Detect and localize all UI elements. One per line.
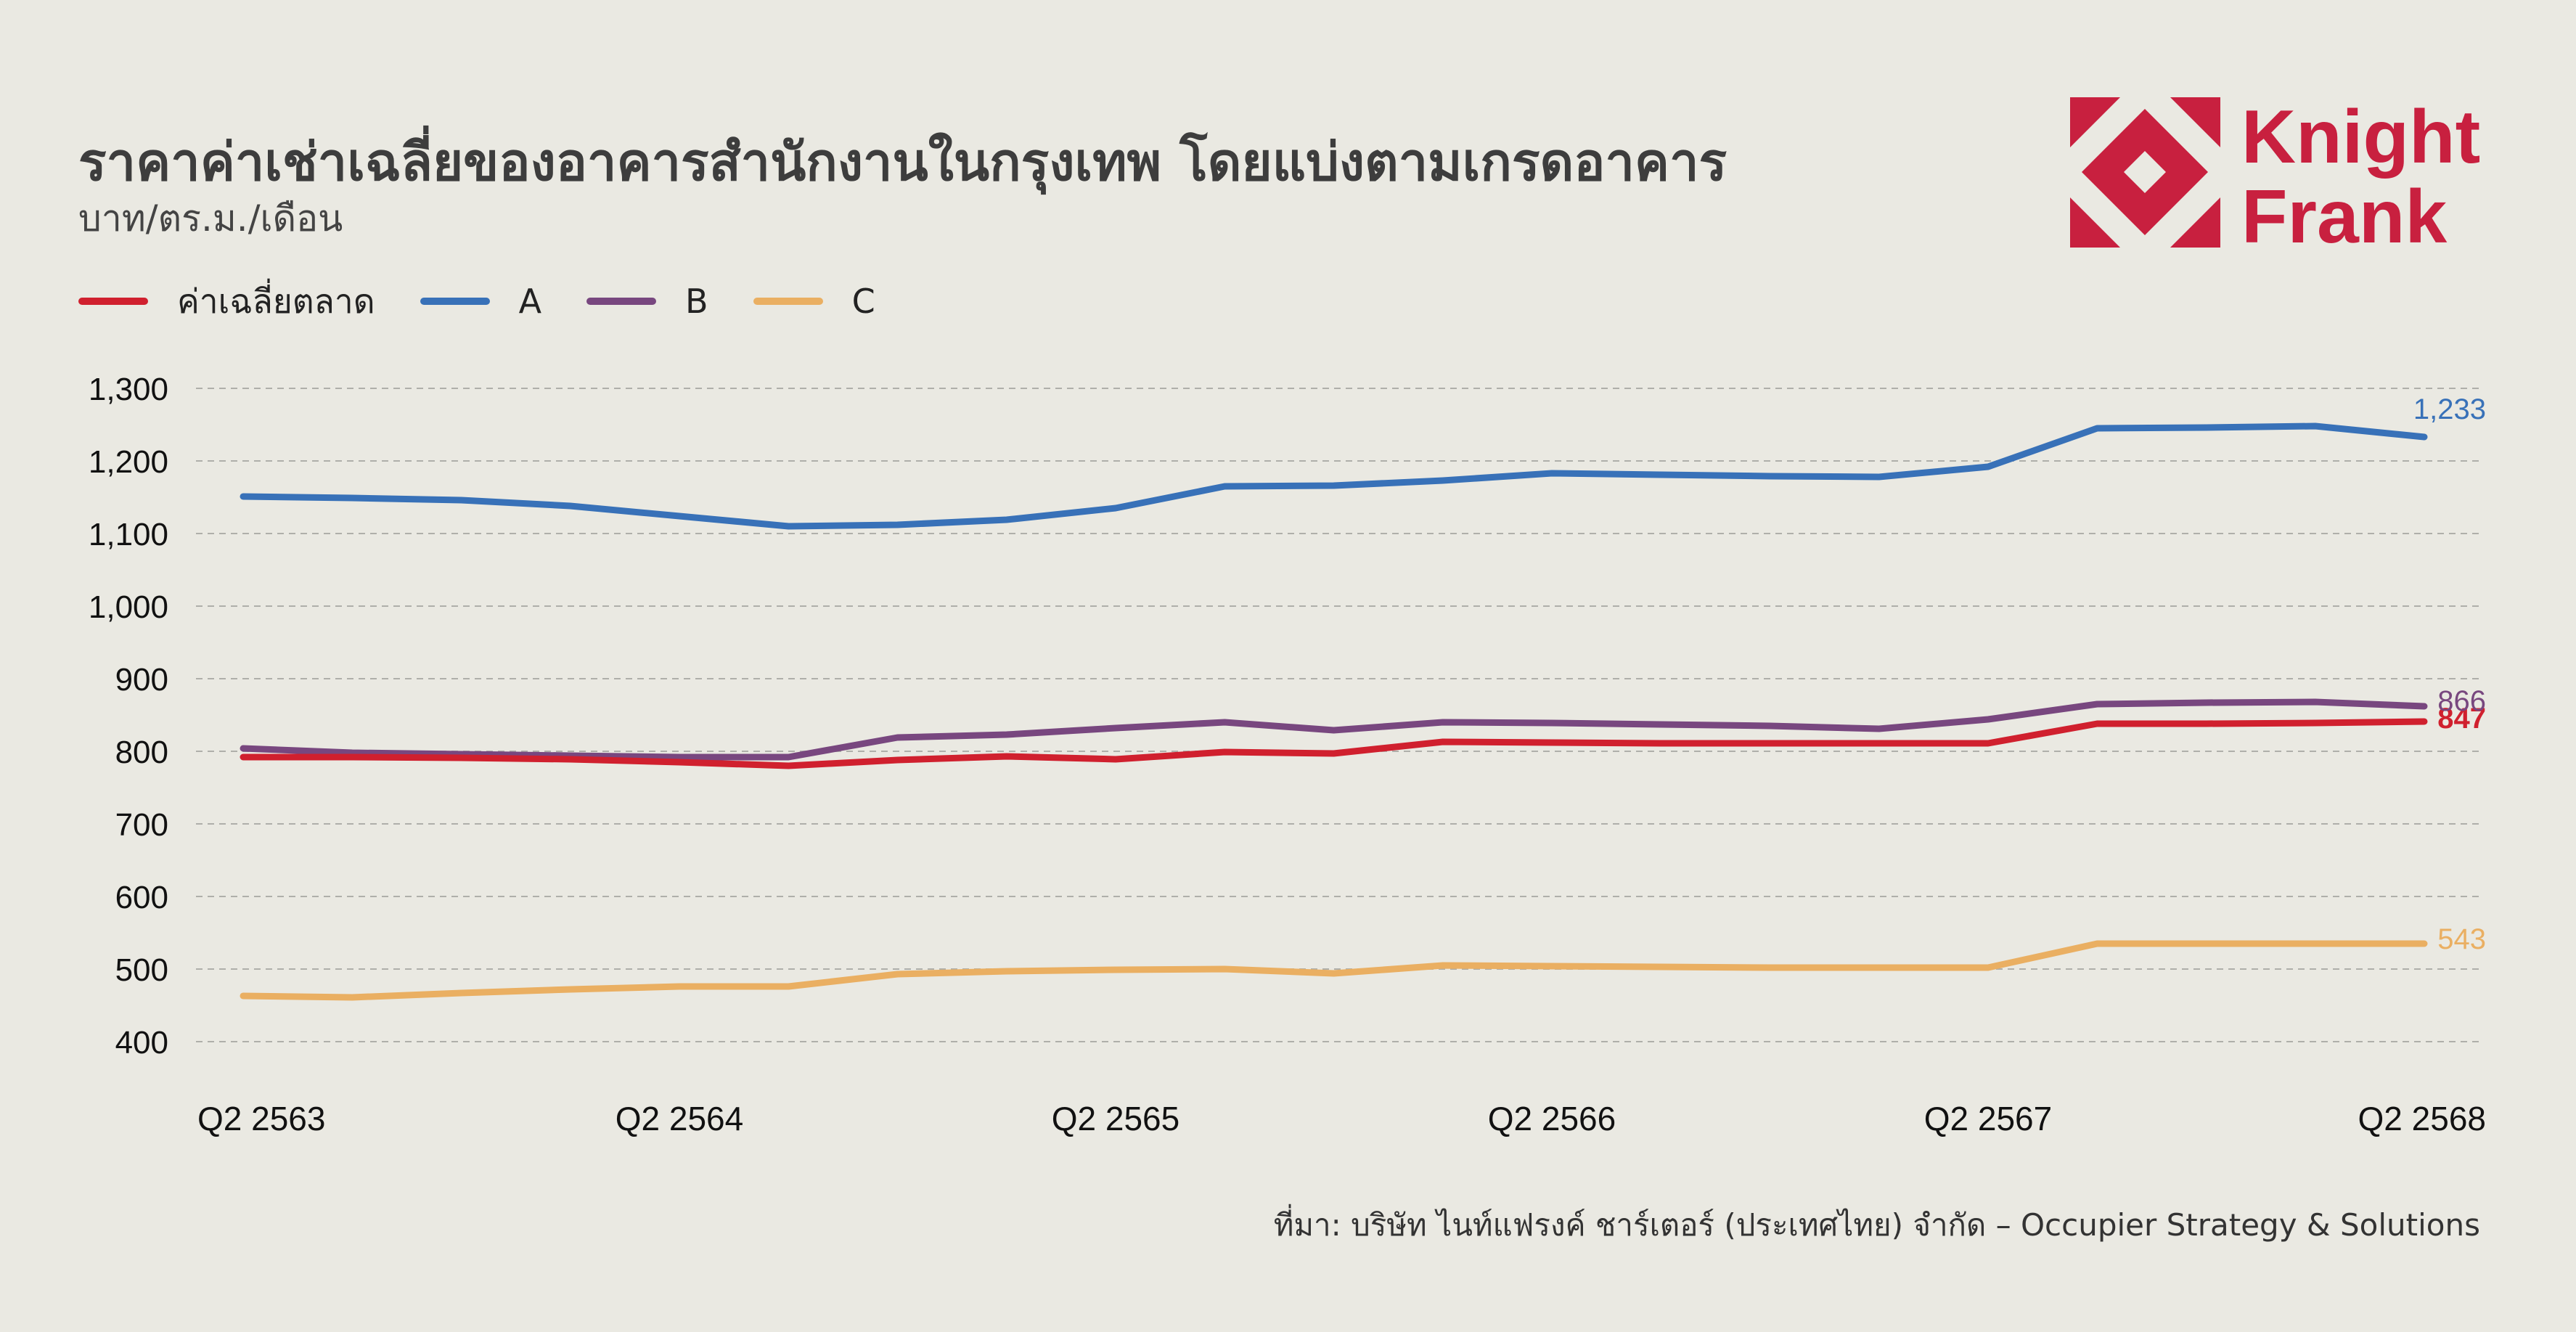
logo-wordmark-frank: Frank (2241, 175, 2447, 248)
legend-item-grade-c: C (753, 282, 875, 321)
series-line-grade-a (240, 422, 2428, 530)
y-tick-label: 1,000 (89, 589, 168, 625)
y-tick-label: 1,300 (89, 372, 168, 407)
legend-label-market-average: ค่าเฉลี่ยตลาด (177, 281, 375, 321)
source-note: ที่มา: บริษัท ไนท์แฟรงค์ ชาร์เตอร์ (ประเ… (1273, 1207, 2480, 1243)
legend-swatch-grade-a (420, 298, 490, 305)
chart-subtitle-unit: บาท/ตร.ม./เดือน (78, 197, 343, 240)
series-line-grade-c (240, 940, 2428, 1001)
series-line-grade-b (240, 698, 2428, 761)
chart-series-lines (240, 422, 2428, 1001)
legend-label-grade-b: B (685, 282, 708, 321)
chart-legend: ค่าเฉลี่ยตลาด A B C (78, 279, 920, 323)
legend-item-grade-b: B (586, 282, 708, 321)
series-end-labels: 847 1,233 866 543 (2413, 393, 2486, 955)
x-tick-label: Q2 2566 (1488, 1100, 1616, 1137)
y-tick-label: 700 (115, 807, 168, 843)
logo-mark-triangle (2170, 97, 2220, 147)
legend-swatch-market-average (78, 298, 148, 305)
legend-swatch-grade-b (586, 298, 657, 305)
y-tick-label: 800 (115, 735, 168, 770)
y-tick-label: 500 (115, 952, 168, 988)
x-tick-label: Q2 2568 (2358, 1100, 2486, 1137)
legend-label-grade-c: C (851, 282, 875, 321)
y-tick-label: 900 (115, 662, 168, 698)
logo-mark-triangle (2070, 97, 2120, 147)
series-line-market-average (240, 718, 2428, 769)
chart-title: ราคาค่าเช่าเฉลี่ยของอาคารสำนักงานในกรุงเ… (78, 131, 1727, 192)
y-tick-label: 600 (115, 880, 168, 915)
x-tick-label: Q2 2567 (1924, 1100, 2052, 1137)
end-label-grade-a: 1,233 (2413, 393, 2486, 425)
y-tick-label: 1,200 (89, 444, 168, 480)
legend-swatch-grade-c (753, 298, 823, 305)
logo-wordmark-knight: Knight (2241, 97, 2480, 179)
end-label-grade-c: 543 (2437, 923, 2486, 955)
x-tick-label: Q2 2563 (197, 1100, 325, 1137)
x-tick-label: Q2 2565 (1052, 1100, 1179, 1137)
legend-label-grade-a: A (518, 282, 542, 321)
knight-frank-logo: Knight Frank (2070, 97, 2480, 248)
logo-mark-center (2124, 151, 2166, 193)
end-label-grade-b: 866 (2437, 685, 2486, 717)
y-axis-tick-labels: 400 500 600 700 800 900 1,000 1,100 1,200 1,300 (89, 372, 168, 1061)
logo-mark-triangle (2070, 197, 2120, 248)
chart-gridlines (196, 388, 2482, 1042)
legend-item-market-average: ค่าเฉลี่ยตลาด (78, 275, 375, 328)
end-label-market-average: 847 (2437, 703, 2486, 735)
x-axis-tick-labels: Q2 2563 Q2 2564 Q2 2565 Q2 2566 Q2 2567 Q2 25… (197, 1100, 2486, 1137)
x-tick-label: Q2 2564 (616, 1100, 743, 1137)
logo-mark-triangle (2170, 197, 2220, 248)
y-tick-label: 1,100 (89, 517, 168, 552)
legend-item-grade-a: A (420, 282, 541, 321)
y-tick-label: 400 (115, 1025, 168, 1061)
